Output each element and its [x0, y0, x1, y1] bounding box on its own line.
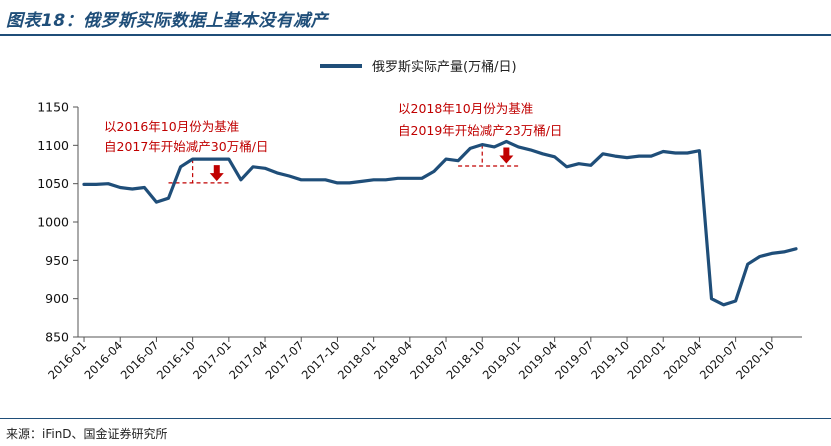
x-tick-label: 2020-04 [661, 338, 705, 382]
x-tick-label: 2016-07 [118, 338, 162, 382]
chart-legend: 俄罗斯实际产量(万桶/日) [320, 60, 517, 75]
x-tick-label: 2018-01 [335, 338, 379, 382]
x-tick-label: 2017-04 [226, 338, 270, 382]
x-tick-label: 2019-04 [516, 338, 560, 382]
y-tick-label: 950 [45, 253, 69, 268]
x-tick-label: 2020-07 [697, 338, 741, 382]
y-tick-label: 1100 [37, 138, 69, 153]
x-tick-label: 2017-01 [190, 338, 234, 382]
x-tick-label: 2019-10 [588, 338, 632, 382]
x-tick-label: 2017-07 [262, 338, 306, 382]
source-note: 来源：iFinD、国金证券研究所 [6, 427, 168, 441]
x-tick-label: 2018-04 [371, 338, 415, 382]
x-tick-label: 2020-10 [733, 338, 777, 382]
x-tick-label: 2019-07 [552, 338, 596, 382]
x-tick-label: 2016-04 [81, 338, 125, 382]
y-tick-label: 1150 [37, 100, 69, 115]
y-tick-label: 1000 [37, 215, 69, 230]
down-arrow-icon [209, 165, 224, 182]
x-tick-label: 2019-01 [480, 338, 524, 382]
annotation-text: 自2019年开始减产23万桶/日 [398, 123, 562, 138]
x-tick-label: 2018-10 [443, 338, 487, 382]
chart-title: 图表18：俄罗斯实际数据上基本没有减产 [6, 11, 329, 31]
x-tick-label: 2016-10 [154, 338, 198, 382]
legend-entry: 俄罗斯实际产量(万桶/日) [372, 60, 517, 75]
x-tick-label: 2016-01 [45, 338, 89, 382]
annotation-text: 以2016年10月份为基准 [104, 119, 239, 134]
title-divider [0, 34, 831, 36]
y-tick-label: 900 [45, 291, 69, 306]
footer-divider [0, 418, 831, 419]
x-tick-label: 2018-07 [407, 338, 451, 382]
annotation-text: 自2017年开始减产30万桶/日 [104, 139, 268, 154]
y-tick-label: 850 [45, 330, 69, 345]
annotation-text: 以2018年10月份为基准 [398, 101, 533, 116]
chart-series [82, 139, 798, 307]
y-tick-label: 1050 [37, 176, 69, 191]
x-tick-label: 2017-10 [299, 338, 343, 382]
down-arrow-icon [499, 147, 514, 164]
chart-canvas: 85090095010001050110011502016-012016-042… [37, 60, 802, 382]
x-tick-label: 2020-01 [624, 338, 668, 382]
series-line-russia-production [82, 139, 798, 307]
